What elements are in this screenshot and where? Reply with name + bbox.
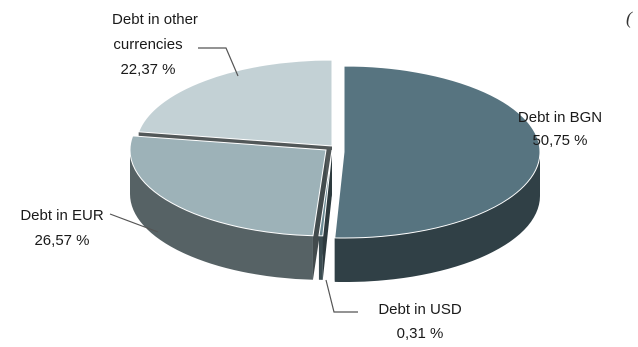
label-eur: Debt in EUR xyxy=(20,207,104,224)
value-usd: 0,31 % xyxy=(397,325,444,342)
leader-eur xyxy=(109,213,159,233)
label-bgn: Debt in BGN xyxy=(518,109,602,126)
label-usd: Debt in USD xyxy=(378,301,462,318)
slice-side-0 xyxy=(334,152,540,282)
slice-edge-1-0 xyxy=(322,150,332,280)
slice-edge-2-0 xyxy=(312,150,326,280)
leader-other xyxy=(198,47,239,77)
slice-side-1 xyxy=(318,235,323,280)
slice-top-2 xyxy=(129,135,327,237)
label-other-line2: currencies xyxy=(113,36,182,53)
leader-lines xyxy=(109,47,358,313)
leader-usd xyxy=(325,279,358,313)
value-other: 22,37 % xyxy=(120,61,175,78)
slice-top-1 xyxy=(318,149,333,237)
slice-top-0 xyxy=(334,65,541,239)
corner-parenthesis: ( xyxy=(626,8,633,29)
value-eur: 26,57 % xyxy=(34,232,89,249)
value-bgn: 50,75 % xyxy=(532,132,587,149)
pie-slices xyxy=(129,59,541,282)
label-other-line1: Debt in other xyxy=(112,11,198,28)
slice-top-3 xyxy=(137,59,333,147)
slice-side-2 xyxy=(130,150,313,280)
